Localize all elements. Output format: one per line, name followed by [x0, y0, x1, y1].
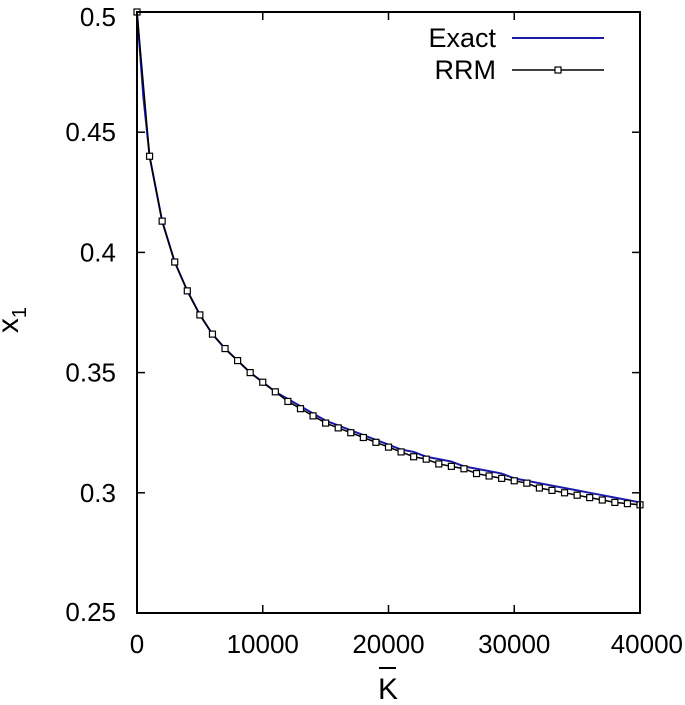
- data-point-rrm: [183, 287, 191, 295]
- x-tick-label: 0: [130, 629, 144, 659]
- y-tick-label: 0.3: [80, 478, 116, 508]
- ticks-layer: 0 10000 20000 30000 40000 0.25 0.3 0.35 0.4 0.45 0…: [65, 2, 683, 659]
- data-point-rrm: [460, 465, 468, 473]
- data-point-rrm: [221, 344, 229, 353]
- y-tick-label: 0.25: [65, 597, 116, 627]
- x-tick-label: 30000: [478, 629, 550, 659]
- data-point-rrm: [422, 455, 430, 463]
- data-point-rrm: [548, 486, 556, 494]
- legend-label-exact: Exact: [428, 23, 496, 53]
- data-point-rrm: [384, 443, 393, 451]
- legend-label-rrm: RRM: [435, 55, 497, 85]
- x-tick-label: 10000: [227, 629, 299, 659]
- data-point-rrm: [246, 369, 254, 377]
- data-point-rrm: [397, 448, 405, 456]
- y-axis-label-text: x: [0, 318, 25, 333]
- data-point-rrm: [347, 429, 355, 437]
- plot-frame: [136, 11, 641, 614]
- data-point-rrm: [410, 453, 418, 461]
- data-point-rrm: [435, 460, 443, 468]
- series-line-rrm: [136, 11, 641, 506]
- data-point-rrm: [510, 477, 518, 485]
- x-tick-label: 40000: [611, 629, 683, 659]
- data-point-rrm: [573, 491, 581, 499]
- data-point-rrm: [158, 217, 166, 225]
- data-point-rrm: [598, 496, 606, 504]
- data-point-rrm: [586, 494, 594, 502]
- y-tick-label: 0.35: [65, 358, 116, 388]
- x-tick-label: 20000: [352, 629, 424, 659]
- data-point-rrm: [372, 438, 380, 446]
- x-axis-label-text: K: [378, 673, 398, 705]
- data-point-rrm: [485, 472, 493, 480]
- data-point-rrm: [560, 489, 569, 497]
- data-point-rrm: [334, 424, 342, 432]
- svg-text:x1: x1: [0, 307, 31, 333]
- data-point-rrm: [196, 311, 204, 319]
- data-point-rrm: [271, 388, 279, 396]
- data-point-rrm: [208, 330, 217, 338]
- x-axis-label: K: [378, 667, 398, 705]
- data-point-rrm: [145, 152, 154, 160]
- series-line-exact: [136, 11, 641, 504]
- data-point-rrm: [523, 479, 531, 487]
- series-layer: [133, 8, 644, 509]
- data-point-rrm: [322, 419, 330, 427]
- y-axis-label: x1: [0, 307, 31, 333]
- data-point-rrm: [498, 474, 506, 482]
- y-axis-label-subscript: 1: [9, 307, 31, 318]
- y-tick-label: 0.45: [65, 117, 116, 147]
- legend: Exact RRM: [428, 23, 604, 85]
- data-point-rrm: [284, 397, 292, 406]
- data-point-rrm: [447, 462, 455, 470]
- data-point-rrm: [535, 484, 544, 492]
- data-point-rrm: [259, 378, 267, 386]
- y-tick-label: 0.4: [80, 237, 116, 267]
- data-point-rrm: [296, 405, 305, 413]
- data-point-rrm: [623, 500, 632, 508]
- data-point-rrm: [309, 412, 317, 420]
- data-point-rrm: [171, 258, 179, 266]
- y-tick-label: 0.5: [80, 2, 116, 32]
- data-point-rrm: [234, 356, 242, 365]
- data-point-rrm: [611, 498, 619, 507]
- legend-marker-rrm: [554, 66, 562, 74]
- data-point-rrm: [359, 433, 367, 442]
- data-point-rrm: [472, 469, 481, 478]
